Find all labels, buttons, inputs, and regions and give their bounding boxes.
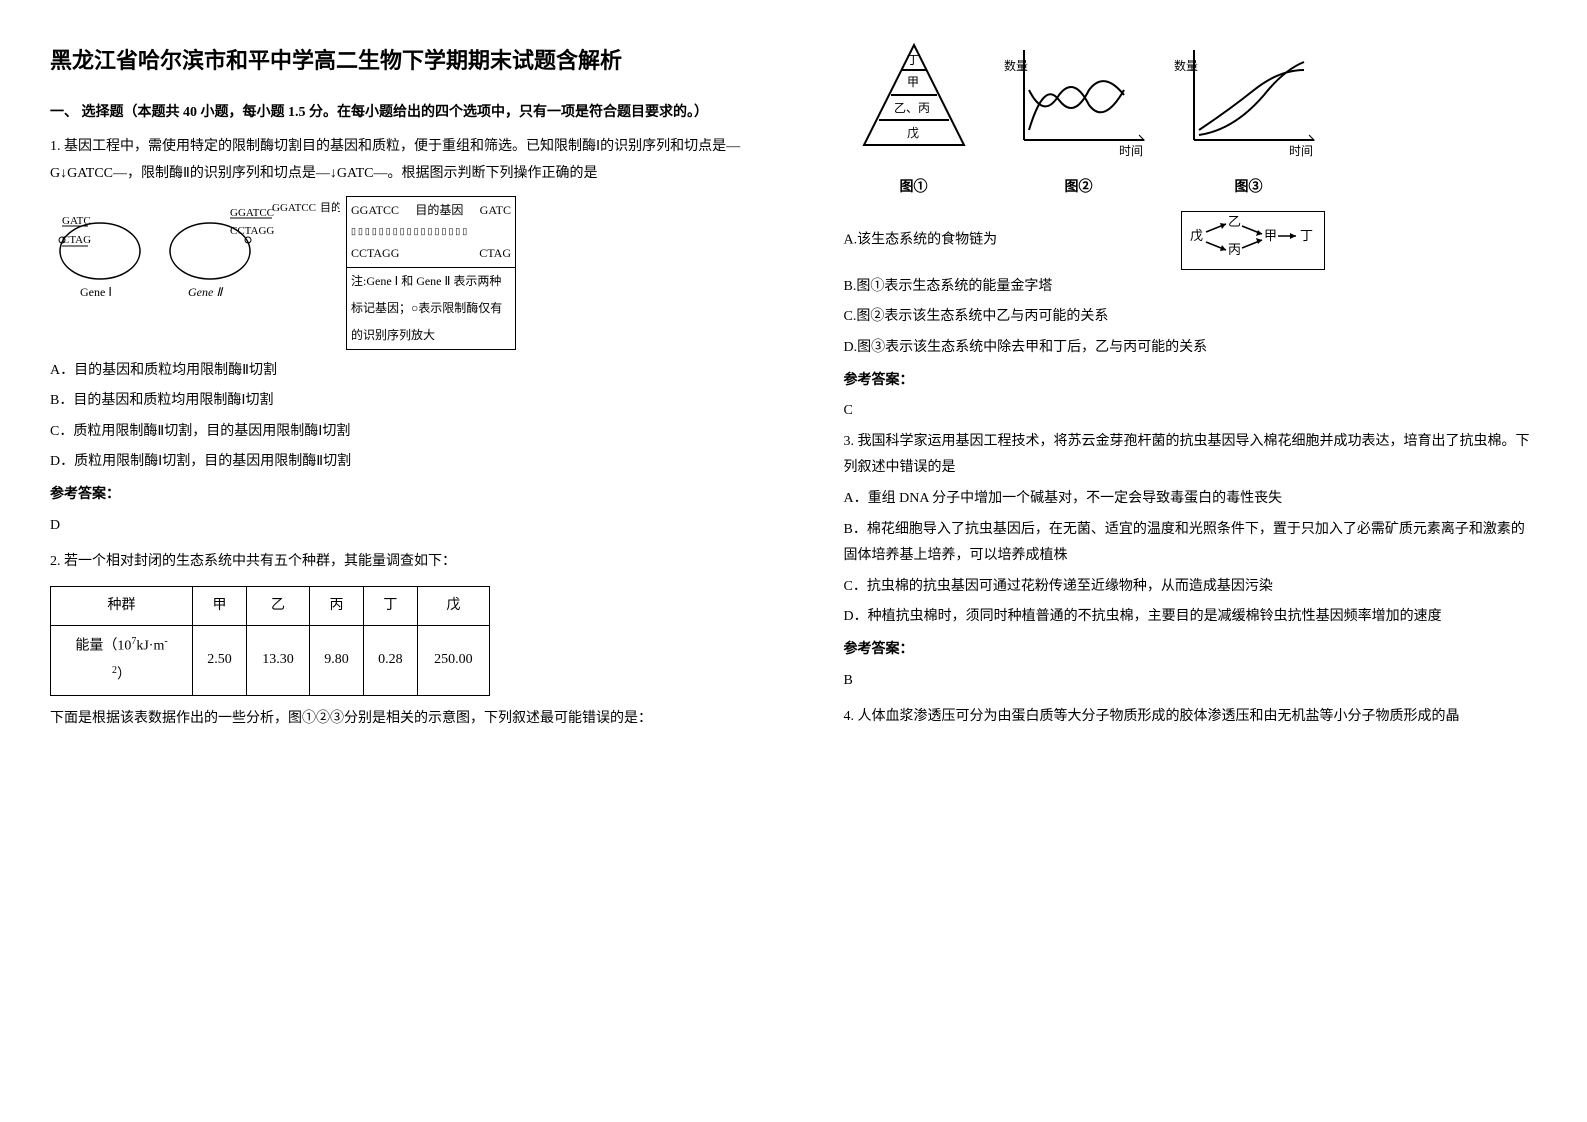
pyramid-label: 戊: [907, 126, 919, 140]
q2-body: 2. 若一个相对封闭的生态系统中共有五个种群，其能量调查如下：: [50, 549, 744, 576]
fig-label: 图①: [844, 175, 984, 202]
table-cell: 13.30: [247, 626, 310, 696]
fig-label: 图②: [1004, 175, 1154, 202]
q2-num: 2.: [50, 554, 61, 569]
pyramid-label: 甲: [907, 75, 919, 89]
q3-num: 3.: [844, 434, 855, 449]
figure-2: 数量 时间 图②: [1004, 40, 1154, 201]
q1-figure: GATC CTAG Gene Ⅰ GGATCC CCTAGG Gene Ⅱ GG…: [50, 196, 744, 350]
q2-body2: 下面是根据该表数据作出的一些分析，图①②③分别是相关的示意图，下列叙述最可能错误…: [50, 706, 744, 733]
question-2: 2. 若一个相对封闭的生态系统中共有五个种群，其能量调查如下： 种群 甲 乙 丙…: [50, 549, 744, 732]
gene-label: Gene Ⅰ: [80, 285, 112, 299]
q1-answer: D: [50, 513, 744, 540]
node-label: 戊: [1190, 228, 1203, 243]
q4-num: 4.: [844, 709, 855, 724]
node-label: 丁: [1300, 228, 1313, 243]
answer-label: 参考答案：: [844, 368, 1538, 395]
pyramid-label: 丁: [907, 53, 919, 67]
figure-3: 数量 时间 图③: [1174, 40, 1324, 201]
seq-label: CTAG: [62, 234, 91, 246]
question-4: 4. 人体血浆渗透压可分为由蛋白质等大分子物质形成的胶体渗透压和由无机盐等小分子…: [844, 704, 1538, 731]
q2-option-d: D.图③表示该生态系统中除去甲和丁后，乙与丙可能的关系: [844, 335, 1538, 362]
table-cell: 2.50: [193, 626, 247, 696]
q1-num: 1.: [50, 139, 61, 154]
answer-label: 参考答案：: [50, 482, 744, 509]
seq-label: GATC: [480, 199, 511, 222]
q1-option-a: A．目的基因和质粒均用限制酶Ⅱ切割: [50, 358, 744, 385]
left-column: 黑龙江省哈尔滨市和平中学高二生物下学期期末试题含解析 一、 选择题（本题共 40…: [0, 0, 794, 1122]
right-column: 丁 甲 乙、丙 戊 图① 数量 时间 图②: [794, 0, 1587, 1122]
page-title: 黑龙江省哈尔滨市和平中学高二生物下学期期末试题含解析: [50, 40, 744, 82]
q1-option-c: C．质粒用限制酶Ⅱ切割，目的基因用限制酶Ⅰ切割: [50, 419, 744, 446]
seq-label: CCTAGG: [351, 242, 399, 265]
question-1: 1. 基因工程中，需使用特定的限制酶切割目的基因和质粒，便于重组和筛选。已知限制…: [50, 134, 744, 539]
q4-body: 4. 人体血浆渗透压可分为由蛋白质等大分子物质形成的胶体渗透压和由无机盐等小分子…: [844, 704, 1538, 731]
table-cell: 能量（107kJ·m-2）: [51, 626, 193, 696]
axis-label: 数量: [1004, 58, 1028, 73]
table-row: 能量（107kJ·m-2） 2.50 13.30 9.80 0.28 250.0…: [51, 626, 490, 696]
axis-label: 时间: [1119, 144, 1143, 158]
seq-label: GGATCC: [230, 207, 274, 219]
node-label: 甲: [1264, 228, 1277, 243]
q2-option-c: C.图②表示该生态系统中乙与丙可能的关系: [844, 304, 1538, 331]
table-header: 甲: [193, 586, 247, 626]
q2-option-b: B.图①表示生态系统的能量金字塔: [844, 274, 1538, 301]
table-cell: 0.28: [363, 626, 417, 696]
node-label: 乙: [1228, 214, 1241, 229]
section-heading: 一、 选择题（本题共 40 小题，每小题 1.5 分。在每小题给出的四个选项中，…: [50, 100, 744, 127]
table-header: 丙: [310, 586, 364, 626]
q3-option-a: A．重组 DNA 分子中增加一个碱基对，不一定会导致毒蛋白的毒性丧失: [844, 486, 1538, 513]
seq-label: GGATCC: [272, 202, 316, 214]
plasmid-diagram: GATC CTAG Gene Ⅰ GGATCC CCTAGG Gene Ⅱ GG…: [50, 196, 340, 326]
food-chain-diagram: 戊 乙 丙 甲 丁: [1181, 211, 1325, 270]
node-label: 丙: [1228, 242, 1241, 256]
table-cell: 250.00: [417, 626, 489, 696]
pyramid-chart: 丁 甲 乙、丙 戊: [844, 40, 984, 160]
table-cell: 9.80: [310, 626, 364, 696]
q2-text: 若一个相对封闭的生态系统中共有五个种群，其能量调查如下：: [64, 554, 456, 569]
figure-1: 丁 甲 乙、丙 戊 图①: [844, 40, 984, 201]
fig-label: 图③: [1174, 175, 1324, 202]
seq-label: GATC: [62, 215, 91, 227]
note-line: 标记基因；○表示限制酶仅有: [347, 295, 515, 322]
q3-text: 我国科学家运用基因工程技术，将苏云金芽孢杆菌的抗虫基因导入棉花细胞并成功表达，培…: [844, 434, 1530, 476]
q1-body: 1. 基因工程中，需使用特定的限制酶切割目的基因和质粒，便于重组和筛选。已知限制…: [50, 134, 744, 187]
table-header: 种群: [51, 586, 193, 626]
q3-option-d: D．种植抗虫棉时，须同时种植普通的不抗虫棉，主要目的是减缓棉铃虫抗性基因频率增加…: [844, 604, 1538, 631]
table-header: 乙: [247, 586, 310, 626]
seq-label: 目的基因: [399, 199, 480, 222]
table-row: 种群 甲 乙 丙 丁 戊: [51, 586, 490, 626]
seq-label: 目的基因: [320, 200, 340, 214]
q2-optA-text: A.该生态系统的食物链为: [844, 233, 998, 248]
q3-option-c: C．抗虫棉的抗虫基因可通过花粉传递至近缘物种，从而造成基因污染: [844, 574, 1538, 601]
q1-figure-notes: GGATCC 目的基因 GATC ▯▯▯▯▯▯▯▯▯▯▯▯▯▯▯▯▯ CCTAG…: [346, 196, 516, 350]
seq-label: GGATCC: [351, 199, 399, 222]
axis-label: 数量: [1174, 58, 1198, 73]
q3-body: 3. 我国科学家运用基因工程技术，将苏云金芽孢杆菌的抗虫基因导入棉花细胞并成功表…: [844, 429, 1538, 482]
note-line: 注:Gene Ⅰ 和 Gene Ⅱ 表示两种: [347, 267, 515, 295]
q2-option-a: A.该生态系统的食物链为 戊 乙 丙 甲 丁: [844, 211, 1538, 270]
pyramid-label: 乙、丙: [894, 101, 930, 115]
q3-answer: B: [844, 668, 1538, 695]
seq-label: CCTAGG: [230, 225, 274, 237]
note-line: 的识别序列放大: [347, 322, 515, 349]
table-header: 戊: [417, 586, 489, 626]
q4-text: 人体血浆渗透压可分为由蛋白质等大分子物质形成的胶体渗透压和由无机盐等小分子物质形…: [858, 709, 1460, 724]
q1-option-b: B．目的基因和质粒均用限制酶Ⅰ切割: [50, 388, 744, 415]
seq-label: CTAG: [479, 242, 511, 265]
axis-label: 时间: [1289, 144, 1313, 158]
q1-option-d: D．质粒用限制酶Ⅰ切割，目的基因用限制酶Ⅱ切割: [50, 449, 744, 476]
line-chart-3: 数量 时间: [1174, 40, 1324, 160]
q1-text: 基因工程中，需使用特定的限制酶切割目的基因和质粒，便于重组和筛选。已知限制酶Ⅰ的…: [50, 139, 740, 181]
answer-label: 参考答案：: [844, 637, 1538, 664]
gene-label: Gene Ⅱ: [188, 285, 223, 299]
q2-figures: 丁 甲 乙、丙 戊 图① 数量 时间 图②: [844, 40, 1538, 201]
q2-table: 种群 甲 乙 丙 丁 戊 能量（107kJ·m-2） 2.50 13.30 9.…: [50, 586, 490, 696]
table-header: 丁: [363, 586, 417, 626]
q3-option-b: B．棉花细胞导入了抗虫基因后，在无菌、适宜的温度和光照条件下，置于只加入了必需矿…: [844, 517, 1538, 570]
line-chart-2: 数量 时间: [1004, 40, 1154, 160]
q2-answer: C: [844, 398, 1538, 425]
question-3: 3. 我国科学家运用基因工程技术，将苏云金芽孢杆菌的抗虫基因导入棉花细胞并成功表…: [844, 429, 1538, 694]
